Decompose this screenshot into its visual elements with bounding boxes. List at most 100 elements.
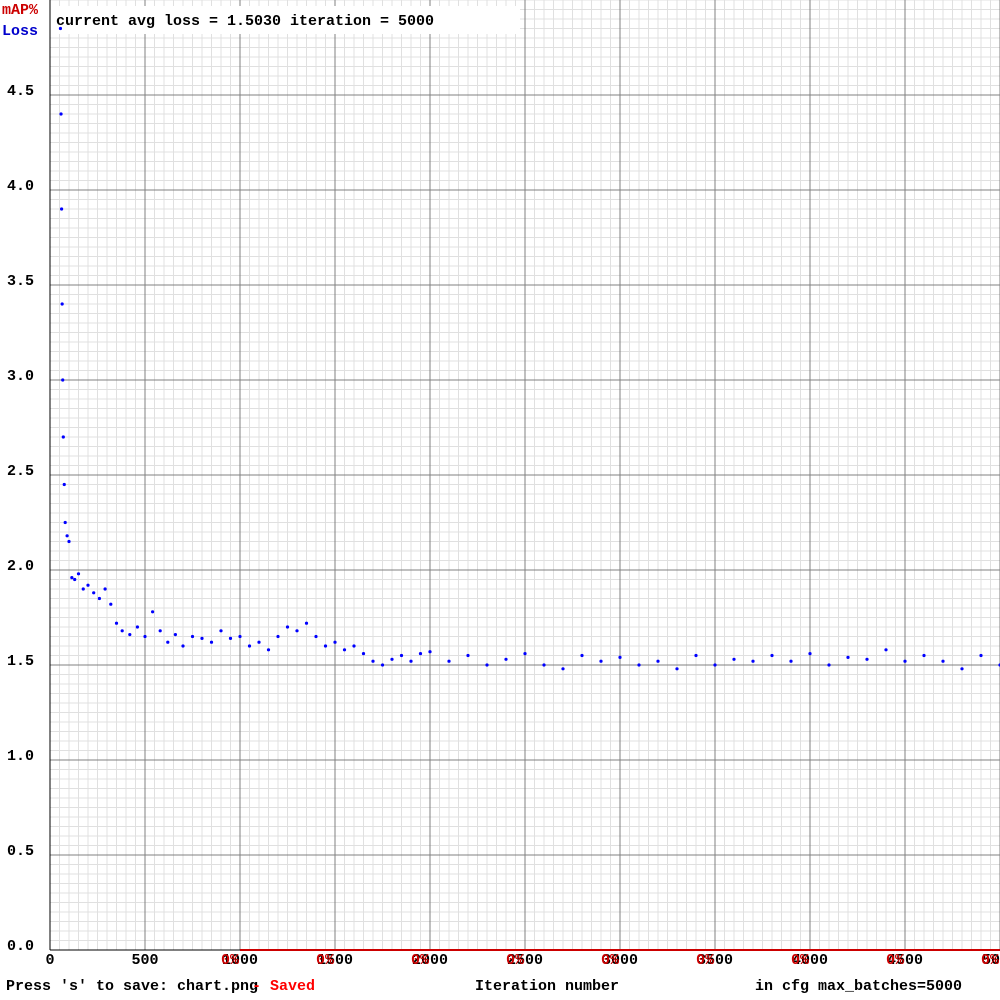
footer-saved: - Saved [252, 978, 315, 995]
loss-point [151, 610, 155, 614]
loss-point [257, 640, 261, 644]
loss-point [447, 659, 451, 663]
header-box [50, 6, 520, 34]
x-tick-label: 500 [131, 952, 158, 969]
x-tick-label: 5000 [982, 952, 1000, 969]
y-tick-label: 3.5 [7, 273, 34, 290]
loss-point [580, 653, 584, 658]
loss-point [323, 644, 328, 648]
loss-point [228, 636, 233, 641]
loss-point [166, 640, 170, 644]
footer-max-batches: in cfg max_batches=5000 [755, 978, 962, 995]
y-tick-label: 3.0 [7, 368, 34, 385]
loss-point [190, 634, 195, 639]
loss-point [466, 653, 470, 658]
loss-point [399, 653, 404, 658]
loss-point [86, 583, 90, 587]
loss-point [173, 633, 177, 637]
x-tick-label: 3000 [602, 952, 638, 969]
loss-point [128, 633, 132, 637]
x-tick-label: 1000 [222, 952, 258, 969]
loss-point [103, 587, 107, 591]
loss-point [81, 587, 85, 591]
loss-point [62, 482, 66, 487]
y-tick-label: 0.0 [7, 938, 34, 955]
loss-point [219, 629, 223, 633]
loss-point [770, 653, 774, 658]
map-value-label: 0% [411, 952, 430, 969]
loss-point [158, 629, 162, 633]
loss-point [304, 621, 309, 625]
loss-point [135, 625, 139, 629]
loss-point [922, 653, 926, 658]
loss-point [238, 634, 242, 639]
loss-point [380, 663, 385, 667]
loss-point [276, 634, 280, 639]
loss-point [599, 659, 603, 663]
loss-point [808, 652, 812, 656]
y-tick-label: 0.5 [7, 843, 34, 860]
loss-point [181, 644, 185, 648]
loss-point [713, 663, 717, 667]
loss-point [333, 640, 337, 644]
loss-axis-label: Loss [2, 23, 38, 40]
loss-point [92, 591, 96, 595]
loss-point [694, 653, 698, 658]
loss-point [342, 648, 347, 652]
x-tick-label: 4000 [792, 952, 828, 969]
loss-point [314, 634, 318, 639]
map-value-label: 0% [601, 952, 620, 969]
y-tick-label: 4.5 [7, 83, 34, 100]
loss-point [65, 534, 69, 538]
loss-point [542, 663, 546, 667]
loss-point [418, 652, 423, 656]
loss-point [618, 655, 622, 660]
map-value-label: 0% [981, 952, 1000, 969]
loss-point [371, 659, 375, 663]
loss-point [846, 655, 850, 660]
y-tick-label: 4.0 [7, 178, 34, 195]
loss-point [390, 657, 394, 661]
loss-point [67, 539, 71, 544]
loss-point [675, 667, 679, 671]
loss-point [61, 435, 65, 439]
loss-point [200, 636, 204, 641]
loss-point [73, 577, 77, 582]
loss-point [70, 576, 74, 580]
y-tick-label: 2.5 [7, 463, 34, 480]
loss-point [884, 648, 888, 652]
map-axis-label: mAP% [2, 2, 39, 19]
loss-point [523, 652, 527, 656]
grid [49, 0, 1000, 951]
loss-point [266, 648, 271, 652]
map-value-label: 0% [316, 952, 335, 969]
loss-point [732, 657, 736, 661]
loss-point [789, 659, 793, 663]
loss-point [361, 652, 366, 656]
loss-point [63, 520, 67, 525]
loss-point [247, 644, 252, 648]
loss-point [865, 657, 869, 661]
loss-point [143, 634, 147, 639]
loss-point [941, 659, 945, 663]
loss-point [120, 629, 124, 633]
loss-point [656, 659, 660, 663]
loss-point [59, 112, 63, 116]
x-tick-label: 4500 [887, 952, 923, 969]
loss-point [109, 602, 113, 606]
loss-point [979, 653, 983, 658]
loss-point [60, 302, 64, 306]
loss-point [751, 659, 755, 663]
y-tick-label: 2.0 [7, 558, 34, 575]
loss-point [960, 667, 964, 671]
loss-point [58, 26, 63, 31]
x-tick-label: 3500 [697, 952, 733, 969]
x-tick-label: 0 [45, 952, 54, 969]
x-tick-label: 2500 [507, 952, 543, 969]
x-tick-label: 1500 [317, 952, 353, 969]
loss-point [352, 644, 356, 648]
loss-point [504, 657, 508, 661]
chart-title: current avg loss = 1.5030 iteration = 50… [56, 13, 434, 30]
